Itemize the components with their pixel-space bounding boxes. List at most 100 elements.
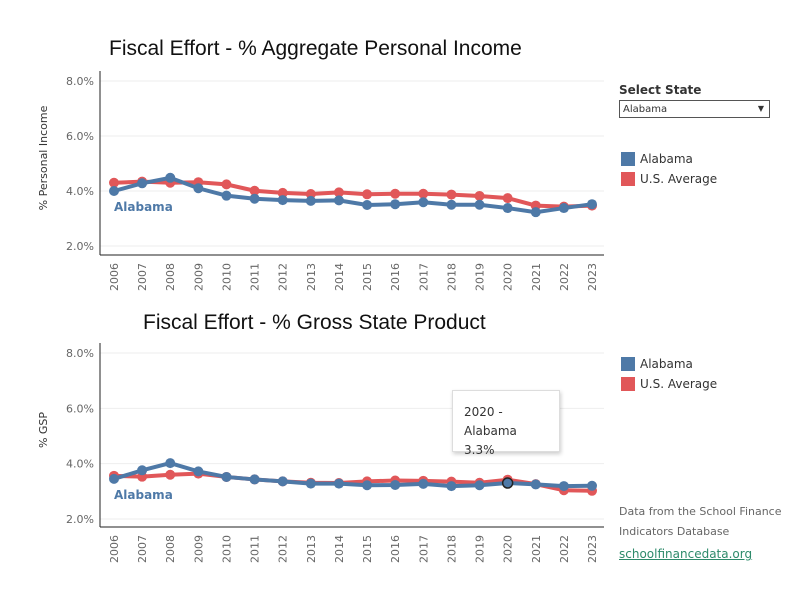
x-tick-label: 2012 [277,263,290,291]
legend-item-alabama[interactable]: Alabama [621,149,717,169]
data-point [221,190,232,201]
x-tick-label: 2020 [502,535,515,563]
y-axis-label: % Personal Income [37,105,50,210]
data-point [193,466,204,477]
select-state-label: Select State [619,83,702,97]
data-point [137,465,148,476]
data-point [446,199,457,210]
legend-swatch [621,357,635,371]
data-point [137,178,148,189]
y-axis-label: % GSP [37,412,50,448]
data-point [390,188,401,199]
y-tick-label: 4.0% [66,458,94,471]
legend-swatch [621,152,635,166]
x-tick-label: 2023 [586,263,599,291]
legend-label: Alabama [640,152,693,166]
data-point [502,193,513,204]
x-tick-label: 2011 [249,263,262,291]
data-point [418,188,429,199]
data-point [165,172,176,183]
x-tick-label: 2007 [136,263,149,291]
y-tick-label: 8.0% [66,75,94,88]
source-note: Data from the School Finance Indicators D… [619,502,782,542]
chart1-legend: Alabama U.S. Average [621,149,717,189]
x-tick-label: 2021 [530,535,543,563]
data-point [109,186,119,196]
x-tick-label: 2017 [417,535,430,563]
legend-label: U.S. Average [640,172,718,186]
data-point [474,199,485,210]
data-point [362,480,373,491]
data-point [474,480,485,491]
data-point [109,473,119,484]
data-point [418,197,429,208]
data-point [501,477,514,489]
tooltip: 2020 - Alabama 3.3% [452,390,560,457]
x-tick-label: 2023 [586,535,599,563]
data-point [305,195,316,206]
data-point [277,195,288,206]
x-tick-label: 2015 [361,263,374,291]
data-point [446,189,457,200]
legend-item-us-average[interactable]: U.S. Average [621,169,717,189]
data-point [249,474,260,485]
data-point [305,189,316,200]
data-point [530,207,541,218]
tooltip-title: 2020 - Alabama [464,405,517,438]
data-point [418,478,429,489]
data-point [474,190,485,201]
point-label: Alabama [114,200,173,214]
chevron-down-icon: ▼ [757,104,764,113]
source-line1: Data from the School Finance [619,505,782,518]
x-tick-label: 2019 [474,535,487,563]
y-tick-label: 4.0% [66,185,94,198]
x-tick-label: 2012 [277,535,290,563]
state-dropdown-value: Alabama [623,104,668,115]
x-tick-label: 2013 [305,535,318,563]
legend-swatch [621,172,635,186]
data-point [362,200,373,211]
chart2-title: Fiscal Effort - % Gross State Product [143,311,486,334]
data-point [249,193,260,204]
x-tick-label: 2019 [474,263,487,291]
data-point [221,471,232,482]
source-link[interactable]: schoolfinancedata.org [619,547,753,561]
x-tick-label: 2010 [220,263,233,291]
data-point [587,199,597,210]
data-point [502,203,513,214]
x-tick-label: 2006 [108,535,121,563]
data-point [530,479,541,490]
x-tick-label: 2022 [558,535,571,563]
legend-item-alabama[interactable]: Alabama [621,354,717,374]
x-tick-label: 2009 [192,535,205,563]
data-point [249,185,260,196]
legend-label: Alabama [640,357,693,371]
source-line2: Indicators Database [619,525,730,538]
x-tick-label: 2021 [530,263,543,291]
x-tick-label: 2017 [417,263,430,291]
y-tick-label: 8.0% [66,347,94,360]
x-tick-label: 2008 [164,263,177,291]
legend-item-us-average[interactable]: U.S. Average [621,374,717,394]
data-point [587,480,597,491]
state-dropdown[interactable]: Alabama ▼ [619,100,770,118]
data-point [165,469,176,480]
x-tick-label: 2008 [164,535,177,563]
x-tick-label: 2006 [108,263,121,291]
data-point [333,195,344,206]
y-tick-label: 2.0% [66,240,94,253]
x-tick-label: 2022 [558,263,571,291]
legend-label: U.S. Average [640,377,718,391]
y-tick-label: 2.0% [66,513,94,526]
x-tick-label: 2007 [136,535,149,563]
data-point [305,478,316,489]
data-point [390,199,401,210]
data-point [333,187,344,198]
x-tick-label: 2018 [445,263,458,291]
y-tick-label: 6.0% [66,130,94,143]
x-tick-label: 2014 [333,263,346,291]
x-tick-label: 2018 [445,535,458,563]
chart1-title: Fiscal Effort - % Aggregate Personal Inc… [109,37,522,60]
data-point [446,481,457,492]
